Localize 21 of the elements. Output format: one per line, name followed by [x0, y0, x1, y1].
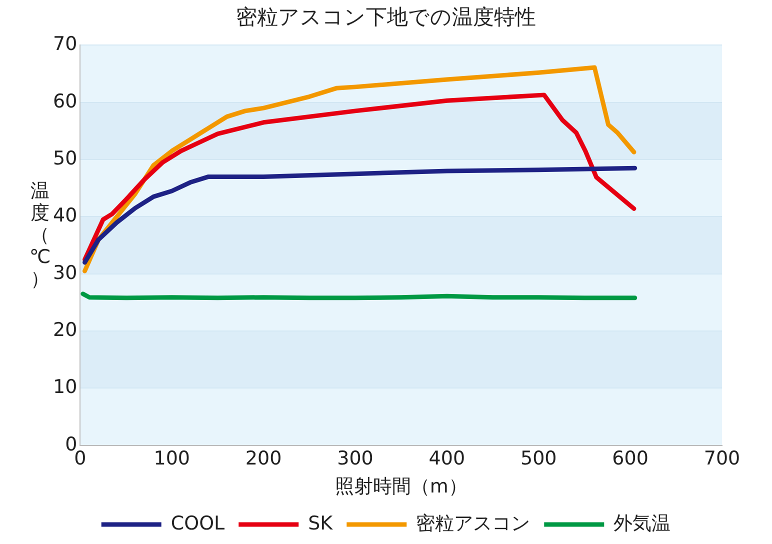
x-tick-label: 400 [428, 448, 466, 470]
legend-label: 密粒アスコン [416, 512, 530, 534]
y-tick-label: 50 [52, 147, 78, 170]
y-tick-label: 10 [52, 376, 78, 398]
legend-label: 外気温 [614, 512, 671, 534]
legend-label: SK [308, 512, 334, 534]
y-tick-label: 40 [52, 204, 78, 227]
legend-label: COOL [170, 512, 226, 534]
y-tick-label: 20 [52, 318, 78, 341]
y-tick-label: 70 [52, 33, 78, 56]
y-tick-label: 30 [52, 262, 78, 284]
y-tick-label: 60 [52, 90, 78, 112]
x-tick-label: 200 [245, 448, 282, 470]
x-tick-label: 600 [612, 448, 648, 470]
chart-title: 密粒アスコン下地での温度特性 [236, 5, 536, 30]
x-tick-label: 700 [704, 448, 740, 470]
x-tick-label: 100 [154, 448, 190, 470]
x-tick-label: 300 [337, 448, 374, 470]
y-axis-title: 温度（℃） [28, 180, 52, 290]
x-tick-label: 500 [520, 448, 557, 470]
x-axis-title: 照射時間（m） [334, 476, 468, 498]
